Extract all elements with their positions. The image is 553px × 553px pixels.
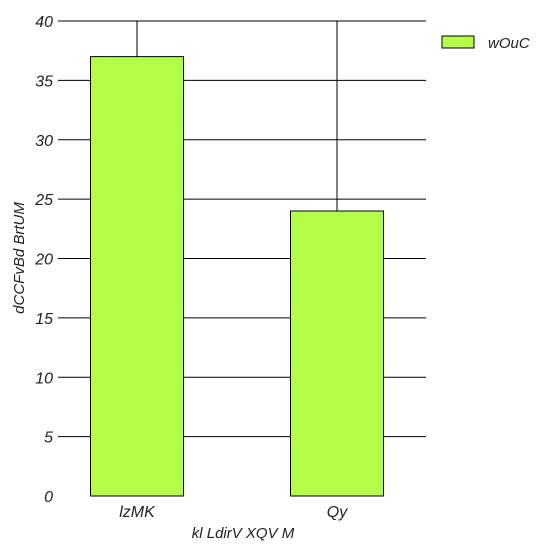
legend: wOuC [441,35,530,52]
y-tick-label: 35 [35,73,53,90]
bar-lzMK [90,56,184,497]
x-tick-label: Qy [327,504,348,521]
legend-label: wOuC [488,35,530,52]
y-axis-title: dCCFvBd BrtUM [11,202,28,314]
x-axis-title: kl LdirV XQV M [192,525,295,542]
y-tick-label: 30 [35,133,53,150]
x-tick-label: lzMK [119,504,156,521]
x-tick-labels: lzMK Qy [119,504,348,521]
y-tick-label: 10 [35,370,53,387]
y-tick-label: 25 [34,192,53,209]
bars [90,56,384,497]
y-tick-labels: 0 5 10 15 20 25 30 35 40 [34,14,53,506]
y-tick-label: 20 [34,252,53,269]
bar-Qy [290,210,384,497]
y-tick-label: 5 [44,430,53,447]
y-tick-label: 15 [35,311,53,328]
y-tick-label: 40 [35,14,53,31]
y-tick-label: 0 [44,489,53,506]
legend-swatch [441,35,475,49]
